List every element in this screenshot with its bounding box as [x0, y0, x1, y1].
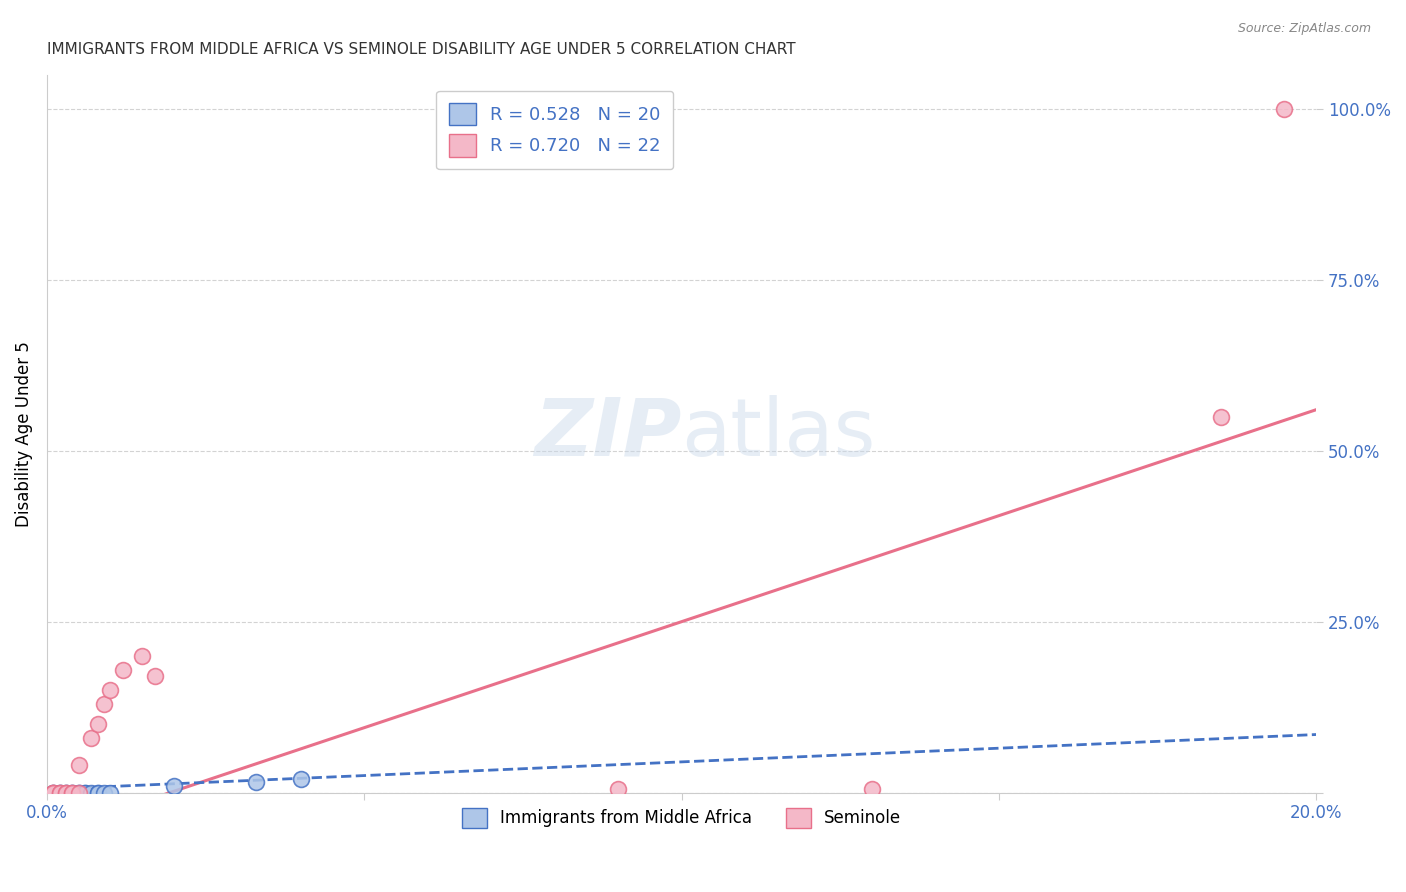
Point [60, 786, 83, 800]
Point [143, 669, 166, 683]
Point [67, 786, 90, 800]
Point [860, 782, 883, 797]
Point [163, 779, 186, 793]
Point [98, 683, 121, 698]
Point [67, 786, 90, 800]
Point [1274, 102, 1296, 116]
Point [73, 786, 96, 800]
Point [60, 786, 83, 800]
Point [290, 772, 312, 786]
Text: IMMIGRANTS FROM MIDDLE AFRICA VS SEMINOLE DISABILITY AGE UNDER 5 CORRELATION CHA: IMMIGRANTS FROM MIDDLE AFRICA VS SEMINOL… [46, 42, 796, 57]
Legend: Immigrants from Middle Africa, Seminole: Immigrants from Middle Africa, Seminole [456, 801, 908, 835]
Point [86, 717, 108, 731]
Point [86, 786, 108, 800]
Point [42, 786, 65, 800]
Point [42, 786, 65, 800]
Point [131, 648, 153, 663]
Point [48, 786, 70, 800]
Y-axis label: Disability Age Under 5: Disability Age Under 5 [15, 341, 32, 526]
Point [42, 786, 65, 800]
Point [67, 758, 90, 772]
Point [60, 786, 83, 800]
Point [48, 786, 70, 800]
Point [42, 786, 65, 800]
Point [55, 786, 77, 800]
Point [93, 697, 115, 711]
Point [80, 731, 103, 745]
Point [42, 786, 65, 800]
Point [86, 786, 108, 800]
Point [60, 786, 83, 800]
Point [245, 775, 267, 789]
Point [98, 786, 121, 800]
Point [1209, 409, 1232, 424]
Point [607, 782, 630, 797]
Point [93, 786, 115, 800]
Text: atlas: atlas [682, 394, 876, 473]
Point [55, 786, 77, 800]
Point [80, 786, 103, 800]
Point [48, 786, 70, 800]
Point [67, 786, 90, 800]
Text: Source: ZipAtlas.com: Source: ZipAtlas.com [1237, 22, 1371, 36]
Point [55, 786, 77, 800]
Point [112, 663, 135, 677]
Point [73, 786, 96, 800]
Point [48, 786, 70, 800]
Text: ZIP: ZIP [534, 394, 682, 473]
Point [55, 786, 77, 800]
